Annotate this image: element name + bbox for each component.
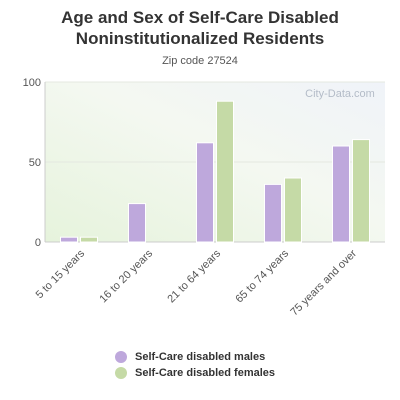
legend-item-males: Self-Care disabled males xyxy=(115,349,275,365)
x-tick-label: 5 to 15 years xyxy=(34,247,88,301)
bar-females xyxy=(352,139,370,243)
legend-swatch-females xyxy=(115,367,127,379)
bar-males xyxy=(264,183,282,243)
legend: Self-Care disabled males Self-Care disab… xyxy=(115,349,275,381)
legend-item-females: Self-Care disabled females xyxy=(115,365,275,381)
chart-title-line-1: Age and Sex of Self-Care Disabled xyxy=(61,8,339,27)
chart-title-line-2: Noninstitutionalized Residents xyxy=(75,29,325,48)
bar-males xyxy=(60,236,78,243)
legend-label-males: Self-Care disabled males xyxy=(135,351,266,363)
bar-females xyxy=(216,100,234,243)
bar-males xyxy=(196,142,214,243)
chart-subtitle: Zip code 27524 xyxy=(162,55,238,67)
legend-label-females: Self-Care disabled females xyxy=(135,367,276,379)
bar-females xyxy=(284,177,302,243)
watermark-text: City-Data.com xyxy=(305,88,375,100)
x-tick-label: 65 to 74 years xyxy=(233,247,291,305)
y-tick-label: 50 xyxy=(29,157,41,169)
bar-males xyxy=(332,145,350,243)
x-tick-label: 21 to 64 years xyxy=(165,247,223,305)
bar-females xyxy=(80,236,98,243)
x-tick-label: 75 years and over xyxy=(288,247,359,318)
y-tick-label: 0 xyxy=(35,237,41,249)
x-tick-label: 16 to 20 years xyxy=(97,247,155,305)
y-tick-label: 100 xyxy=(23,77,41,89)
chart-title: Age and Sex of Self-Care Disabled Nonins… xyxy=(0,7,400,49)
bar-males xyxy=(128,203,146,243)
legend-swatch-males xyxy=(115,351,127,363)
